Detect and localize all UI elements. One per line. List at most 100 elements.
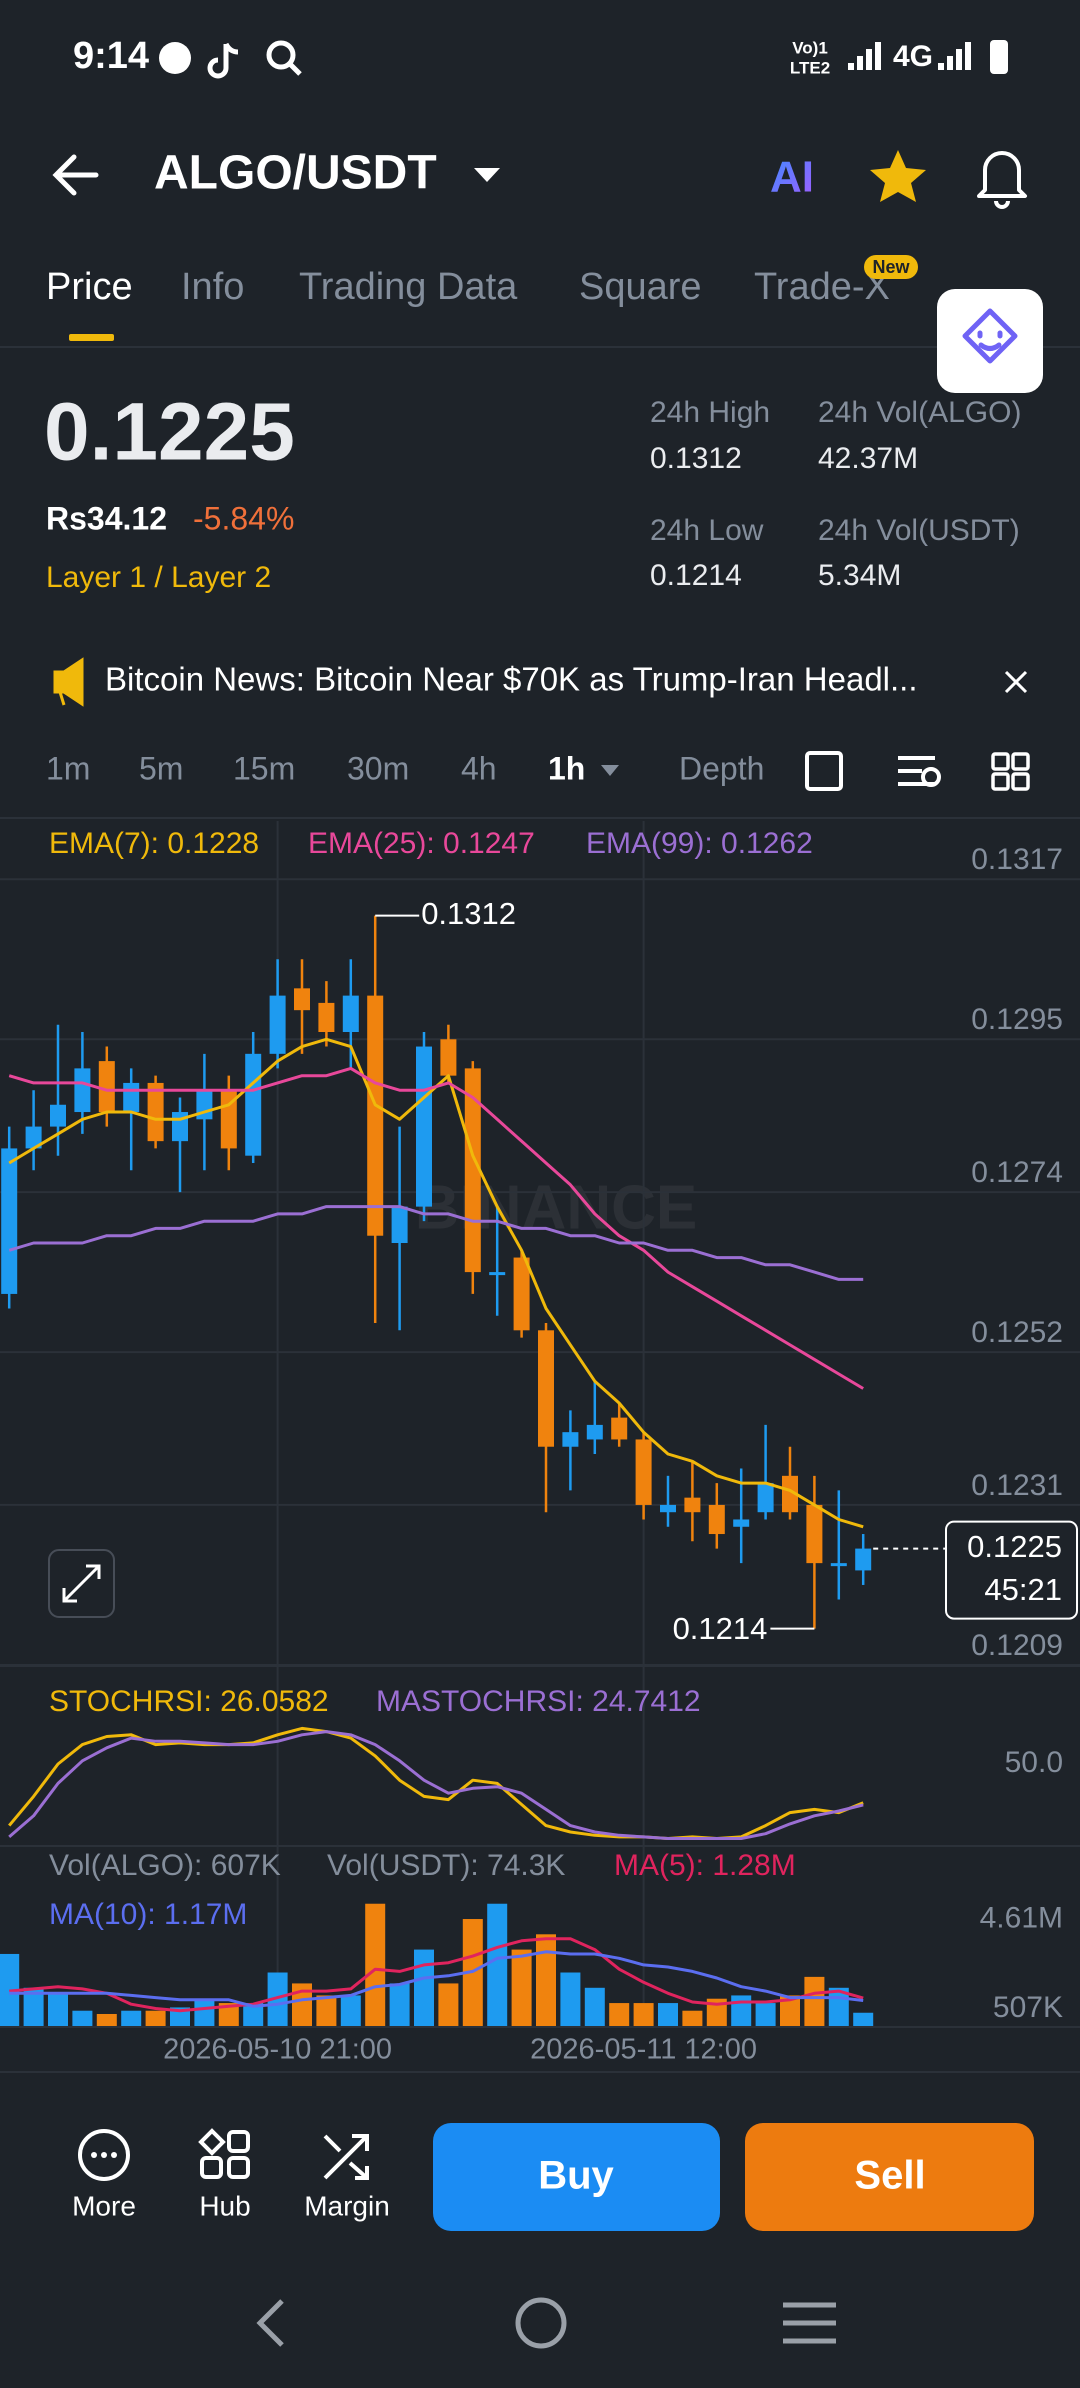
status-time: 9:14 [73,35,149,77]
battery [990,40,1008,74]
back-button[interactable] [52,154,99,196]
interval[interactable]: 1m [46,750,90,786]
volte-top: Vo)1 [792,38,828,57]
current-price-box [945,1520,1078,1620]
sell-button[interactable] [745,2123,1034,2231]
nav-back[interactable] [256,2299,284,2347]
layout-icon[interactable] [1011,752,1030,771]
nav-home[interactable] [515,2297,567,2349]
legend-label: EMA(25): 0.1247 [308,827,535,860]
buy-button[interactable] [433,2123,720,2231]
volume-bar [755,2003,776,2026]
candle-body [269,995,286,1054]
indicator-line [8,1066,864,1390]
candle-body [367,995,384,1236]
new-badge-bg [864,255,918,279]
category-tag[interactable]: Layer 1 / Layer 2 [46,561,271,594]
volume-bar [804,1976,825,2026]
new-badge: New [872,257,910,277]
y-tick-label: 0.1295 [971,1003,1063,1036]
interval[interactable]: Depth [679,750,764,786]
candle-body [391,1206,408,1243]
last-price: 0.1225 [44,387,295,478]
candle-body [245,1053,262,1156]
hub-icon [227,2156,250,2179]
volume-bar [560,1972,581,2026]
volume-bar [340,1995,361,2026]
interval[interactable]: 4h [461,750,497,786]
tab[interactable]: Square [579,266,702,308]
legend-label: EMA(99): 0.1262 [586,827,813,860]
candle-body [708,1504,725,1535]
volte-bottom: LTE2 [790,58,830,77]
more-dot [91,2152,97,2158]
hub-icon[interactable] [198,2128,226,2156]
notification-bell[interactable] [977,151,1027,209]
tab[interactable]: Trading Data [299,266,518,308]
more-dot [101,2152,107,2158]
tool-icon[interactable] [805,751,843,791]
volume-bar [243,2003,264,2026]
y-tick-label: 4.61M [980,1901,1063,1934]
volume-bar [609,2003,630,2026]
more-icon[interactable] [78,2129,130,2181]
indicator-line [8,1730,864,1840]
volume-bar [658,2003,678,2026]
hub-icon [227,2130,250,2153]
tab[interactable]: Info [181,266,244,308]
action-label[interactable]: Margin [304,2190,390,2221]
candle-body [25,1126,42,1149]
interval[interactable]: 5m [139,750,183,786]
buy-label[interactable]: Buy [538,2154,614,2198]
legend-label: MASTOCHRSI: 24.7412 [376,1685,701,1718]
stat-label: 24h High [650,396,770,429]
volume-bar [121,2010,142,2026]
tab[interactable]: Price [46,266,133,308]
assistant-face [962,308,1018,364]
volume-bar [194,1998,215,2026]
y-tick-label: 0.1274 [971,1156,1063,1189]
layout-icon[interactable] [991,752,1010,771]
news-text[interactable]: Bitcoin News: Bitcoin Near $70K as Trump… [105,661,918,698]
signal-bar [947,56,953,70]
signal-bar [875,42,881,70]
volume-bar [511,1949,532,2026]
indicator-line [9,1937,864,2013]
volume-bar [218,2003,239,2026]
signal-bar [866,49,872,70]
layout-icon[interactable] [991,772,1010,791]
tab-underline [69,334,114,341]
action-label[interactable]: Hub [199,2190,250,2221]
volume-bar [682,2010,703,2026]
volume-bar [487,1903,508,2026]
signal-bar [965,42,971,70]
nav-recents[interactable] [783,2302,836,2344]
candle-body [1,1148,18,1294]
expand-icon [62,1564,101,1603]
layout-icon[interactable] [1011,772,1030,791]
margin-icon[interactable] [323,2134,369,2180]
favorite-star[interactable] [870,150,926,202]
volume-bar [414,1949,434,2026]
pair-title[interactable]: ALGO/USDT [154,147,437,200]
action-label[interactable]: More [72,2190,136,2221]
y-tick-label: 0.1317 [971,843,1063,876]
indicator-line [9,1950,864,2008]
candle-body [513,1257,530,1331]
candle-body [806,1504,823,1564]
volume-bar [780,1995,800,2026]
tool-icon [921,767,941,787]
volume-bar [170,2007,190,2026]
interval[interactable]: 1h [548,750,585,786]
interval[interactable]: 15m [233,750,295,786]
ai-button[interactable]: AI [770,153,814,202]
volume-bar [23,1987,44,2026]
sell-label[interactable]: Sell [854,2154,925,2198]
search-icon-handle [288,62,302,76]
news-close[interactable] [1004,670,1028,694]
pair-dropdown[interactable] [474,168,500,182]
interval[interactable]: 30m [347,750,409,786]
assistant-button[interactable] [937,289,1043,393]
y-tick-label: 0.1209 [971,1629,1063,1662]
